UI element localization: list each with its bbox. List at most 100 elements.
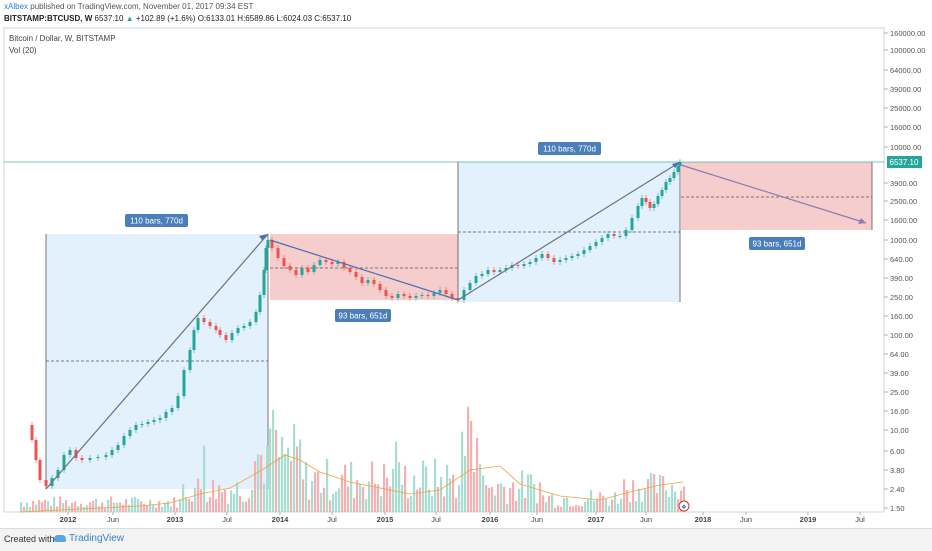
volume-bar	[494, 495, 497, 512]
price-axis[interactable]: 160000.00 100000.00 64000.00 39000.00 25000.…	[884, 29, 925, 513]
volume-bar	[305, 462, 308, 512]
annotation-770d-1[interactable]: 110 bars, 770d	[125, 214, 188, 227]
volume-bar	[104, 507, 107, 512]
volume-bar	[53, 496, 56, 512]
volume-bar	[524, 498, 527, 512]
volume-bar	[296, 446, 299, 512]
volume-bar	[203, 445, 206, 512]
candle	[348, 268, 352, 272]
candle	[450, 294, 454, 298]
volume-bar	[92, 500, 95, 512]
volume-bar	[194, 487, 197, 512]
volume-bar	[461, 431, 464, 512]
price-tick-label: 1.50	[890, 504, 905, 513]
volume-bar	[236, 482, 239, 512]
volume-bar	[218, 485, 221, 512]
tradingview-logo[interactable]: TradingView	[54, 533, 124, 544]
zone-red-2[interactable]	[681, 162, 872, 230]
candle	[330, 262, 334, 264]
candle	[122, 436, 126, 445]
volume-bar	[164, 502, 167, 512]
volume-bar	[527, 474, 530, 512]
svg-text:93 bars, 651d: 93 bars, 651d	[339, 312, 388, 321]
trend-line-2[interactable]	[269, 239, 459, 301]
volume-bar	[668, 496, 671, 512]
annotation-651d-1[interactable]: 93 bars, 651d	[335, 309, 391, 322]
volume-bar	[467, 406, 470, 512]
volume-bar	[617, 503, 620, 512]
volume-bar	[407, 498, 410, 512]
volume-bar	[368, 481, 371, 512]
candle	[360, 277, 364, 283]
candle	[288, 266, 292, 270]
candle	[152, 420, 156, 422]
volume-bar	[173, 497, 176, 512]
volume-bar	[473, 472, 476, 512]
candle	[504, 268, 508, 270]
volume-bar	[251, 489, 254, 512]
candle	[88, 458, 92, 460]
volume-bar	[356, 480, 359, 512]
volume-bar	[662, 475, 665, 512]
volume-bar	[641, 501, 644, 512]
flag-icon[interactable]: ❖	[678, 500, 690, 512]
volume-bar	[419, 487, 422, 512]
volume-bar	[62, 502, 65, 512]
volume-bar	[440, 476, 443, 512]
candle	[282, 258, 286, 266]
volume-bar	[338, 488, 341, 512]
candle	[96, 457, 100, 458]
volume-bar	[533, 484, 536, 512]
candle	[558, 260, 562, 262]
candle	[128, 430, 132, 436]
candle	[224, 335, 228, 340]
volume-bar	[491, 487, 494, 512]
time-tick-label: Jun	[740, 515, 752, 524]
candle	[552, 258, 556, 262]
volume-bar	[233, 493, 236, 512]
volume-bar	[83, 507, 86, 512]
zone-red-1[interactable]	[270, 234, 458, 300]
volume-bar	[425, 466, 428, 512]
created-with-label: Created with	[4, 534, 55, 544]
time-axis[interactable]: 2012 Jun 2013 Jul 2014 Jul 2015 Jul 2016 Jun 2017 J…	[60, 512, 865, 524]
candle	[582, 250, 586, 254]
volume-bar	[581, 505, 584, 512]
candle	[208, 322, 212, 326]
trend-line-3[interactable]	[457, 161, 681, 301]
volume-bar	[503, 486, 506, 512]
candle	[420, 295, 424, 296]
time-tick-label: Jun	[531, 515, 543, 524]
candle	[140, 424, 144, 425]
annotation-770d-2[interactable]: 110 bars, 770d	[538, 142, 601, 155]
close-value: C:6537.10	[314, 14, 352, 23]
price-change: +102.89 (+1.6%)	[135, 14, 196, 23]
svg-text:6537.10: 6537.10	[890, 158, 919, 167]
price-tick-label: 39.00	[890, 369, 909, 378]
volume-bar	[665, 490, 668, 512]
volume-bar	[284, 453, 287, 512]
volume-bar	[398, 462, 401, 512]
trend-line-1[interactable]	[45, 233, 269, 490]
candle	[146, 422, 150, 424]
candle	[390, 296, 394, 298]
annotation-651d-2[interactable]: 93 bars, 651d	[749, 237, 805, 250]
volume-bar	[656, 492, 659, 512]
volume-bar	[254, 461, 257, 512]
volume-bar	[386, 477, 389, 512]
price-candles	[30, 159, 682, 489]
candle	[606, 234, 610, 238]
volume-bar	[107, 499, 110, 512]
volume-bar	[566, 497, 569, 512]
volume-bar	[68, 505, 71, 512]
chart-area[interactable]: 110 bars, 770d 93 bars, 651d 110 bars, 7…	[0, 27, 932, 524]
time-tick-label: Jul	[327, 515, 337, 524]
trend-projection-line[interactable]	[680, 164, 867, 224]
open-value: O:6133.01	[197, 14, 236, 23]
volume-bar	[455, 498, 458, 512]
volume-bar	[551, 494, 554, 512]
time-tick-label: 2019	[800, 515, 817, 524]
author-link[interactable]: xAlbex	[4, 2, 29, 11]
volume-bar	[341, 475, 344, 512]
volume-bar	[359, 483, 362, 512]
